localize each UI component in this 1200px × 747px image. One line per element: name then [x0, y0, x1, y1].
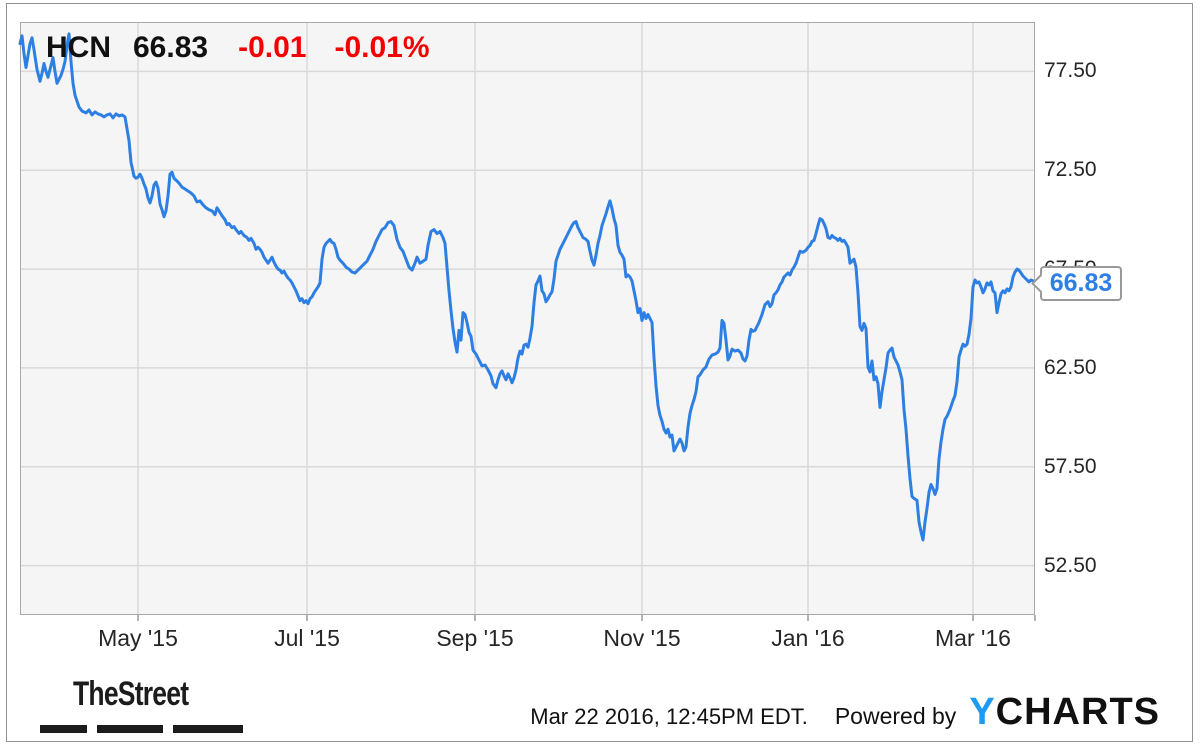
x-axis-tick-label: Sep '15: [436, 625, 514, 651]
y-axis-tick-label: 57.50: [1044, 454, 1097, 478]
y-axis-tick-label: 62.50: [1044, 355, 1097, 379]
x-axis-tick-label: Jan '16: [771, 625, 845, 651]
x-axis-tick-label: May '15: [98, 625, 178, 651]
x-axis-tick-label: Jul '15: [274, 625, 340, 651]
chart-legend: HCN 66.83 -0.01 -0.01%: [46, 31, 430, 65]
y-axis-tick-label: 72.50: [1044, 158, 1097, 182]
current-price-callout: 66.83: [1031, 266, 1122, 301]
ticker-symbol: HCN: [46, 31, 111, 64]
powered-by-label: Powered by: [834, 703, 957, 729]
plot-area: [20, 22, 1035, 615]
price-change: -0.01: [238, 31, 307, 64]
x-axis-tick-label: Nov '15: [603, 625, 681, 651]
x-axis-tick-label: Mar '16: [935, 625, 1011, 651]
thestreet-logo-text: TheStreet: [73, 675, 189, 713]
last-price: 66.83: [133, 31, 209, 64]
ycharts-logo-y: Y: [969, 691, 996, 733]
y-axis-tick-label: 52.50: [1044, 553, 1097, 577]
chart-timestamp: Mar 22 2016, 12:45PM EDT.: [530, 704, 808, 729]
thestreet-logo-bars: [40, 725, 243, 743]
footer-attribution: Mar 22 2016, 12:45PM EDT. Powered by YCH…: [200, 691, 1160, 737]
ycharts-logo: YCHARTS: [969, 691, 1160, 734]
y-axis-tick-label: 77.50: [1044, 59, 1097, 83]
thestreet-logo: TheStreet: [40, 675, 300, 733]
ycharts-logo-rest: CHARTS: [995, 691, 1160, 733]
price-change-percent: -0.01%: [334, 31, 430, 64]
callout-price: 66.83: [1049, 269, 1113, 297]
